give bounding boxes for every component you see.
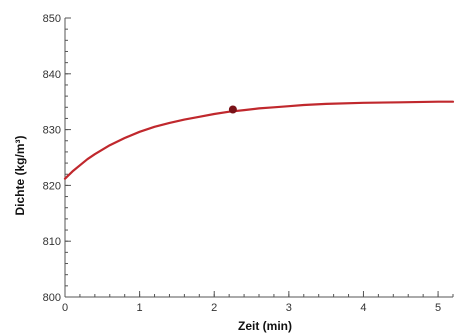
- x-ticks: 0 1 2 3 4 5: [62, 291, 454, 314]
- axes: [64, 18, 453, 298]
- y-tick-label: 830: [43, 125, 61, 137]
- y-tick-label: 810: [43, 236, 61, 248]
- x-tick-label: 0: [62, 302, 68, 314]
- y-ticks: 800 810 820 830 840 850: [43, 13, 71, 304]
- x-tick-label: 2: [211, 302, 217, 314]
- data-point-marker: [228, 105, 237, 114]
- y-tick-label: 850: [43, 13, 61, 25]
- y-tick-label: 800: [43, 292, 61, 304]
- x-axis-title: Zeit (min): [238, 319, 292, 333]
- y-tick-label: 820: [43, 180, 61, 192]
- x-tick-label: 3: [286, 302, 292, 314]
- density-curve: [63, 100, 455, 180]
- x-tick-label: 5: [435, 302, 441, 314]
- y-axis-title: Dichte (kg/m³): [13, 135, 27, 215]
- x-tick-label: 4: [360, 302, 366, 314]
- y-tick-label: 840: [43, 69, 61, 81]
- plot-area: [63, 100, 455, 180]
- x-tick-label: 1: [137, 302, 143, 314]
